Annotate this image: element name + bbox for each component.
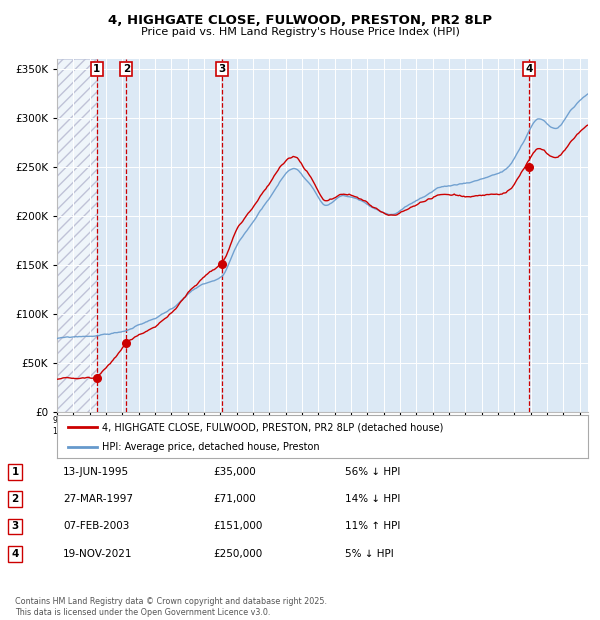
Text: 4: 4 [11,549,19,559]
Text: Contains HM Land Registry data © Crown copyright and database right 2025.
This d: Contains HM Land Registry data © Crown c… [15,598,327,617]
Text: 2: 2 [122,64,130,74]
Text: 5% ↓ HPI: 5% ↓ HPI [345,549,394,559]
Text: 19-NOV-2021: 19-NOV-2021 [63,549,133,559]
Text: £151,000: £151,000 [213,521,262,531]
Text: 2: 2 [11,494,19,504]
Text: 1: 1 [11,467,19,477]
Text: 13-JUN-1995: 13-JUN-1995 [63,467,129,477]
Text: 4, HIGHGATE CLOSE, FULWOOD, PRESTON, PR2 8LP: 4, HIGHGATE CLOSE, FULWOOD, PRESTON, PR2… [108,14,492,27]
Text: 11% ↑ HPI: 11% ↑ HPI [345,521,400,531]
Text: Price paid vs. HM Land Registry's House Price Index (HPI): Price paid vs. HM Land Registry's House … [140,27,460,37]
Text: 4, HIGHGATE CLOSE, FULWOOD, PRESTON, PR2 8LP (detached house): 4, HIGHGATE CLOSE, FULWOOD, PRESTON, PR2… [102,422,443,432]
Text: 56% ↓ HPI: 56% ↓ HPI [345,467,400,477]
Text: 4: 4 [526,64,533,74]
Text: 3: 3 [218,64,226,74]
Text: 07-FEB-2003: 07-FEB-2003 [63,521,130,531]
Text: 14% ↓ HPI: 14% ↓ HPI [345,494,400,504]
Text: £250,000: £250,000 [213,549,262,559]
Text: 3: 3 [11,521,19,531]
Text: 1: 1 [93,64,100,74]
Text: HPI: Average price, detached house, Preston: HPI: Average price, detached house, Pres… [102,442,320,452]
Bar [57,59,97,412]
Text: £71,000: £71,000 [213,494,256,504]
Text: £35,000: £35,000 [213,467,256,477]
Text: 27-MAR-1997: 27-MAR-1997 [63,494,133,504]
